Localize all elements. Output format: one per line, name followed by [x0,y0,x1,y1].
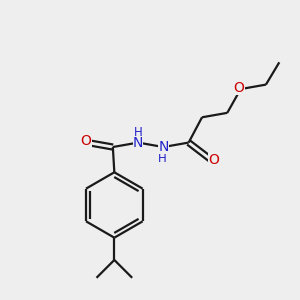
Text: H: H [134,126,142,139]
Text: N: N [158,140,169,154]
Text: O: O [208,153,219,167]
Text: O: O [234,81,244,94]
Text: O: O [81,134,92,148]
Text: H: H [158,152,166,165]
Text: N: N [133,136,143,150]
